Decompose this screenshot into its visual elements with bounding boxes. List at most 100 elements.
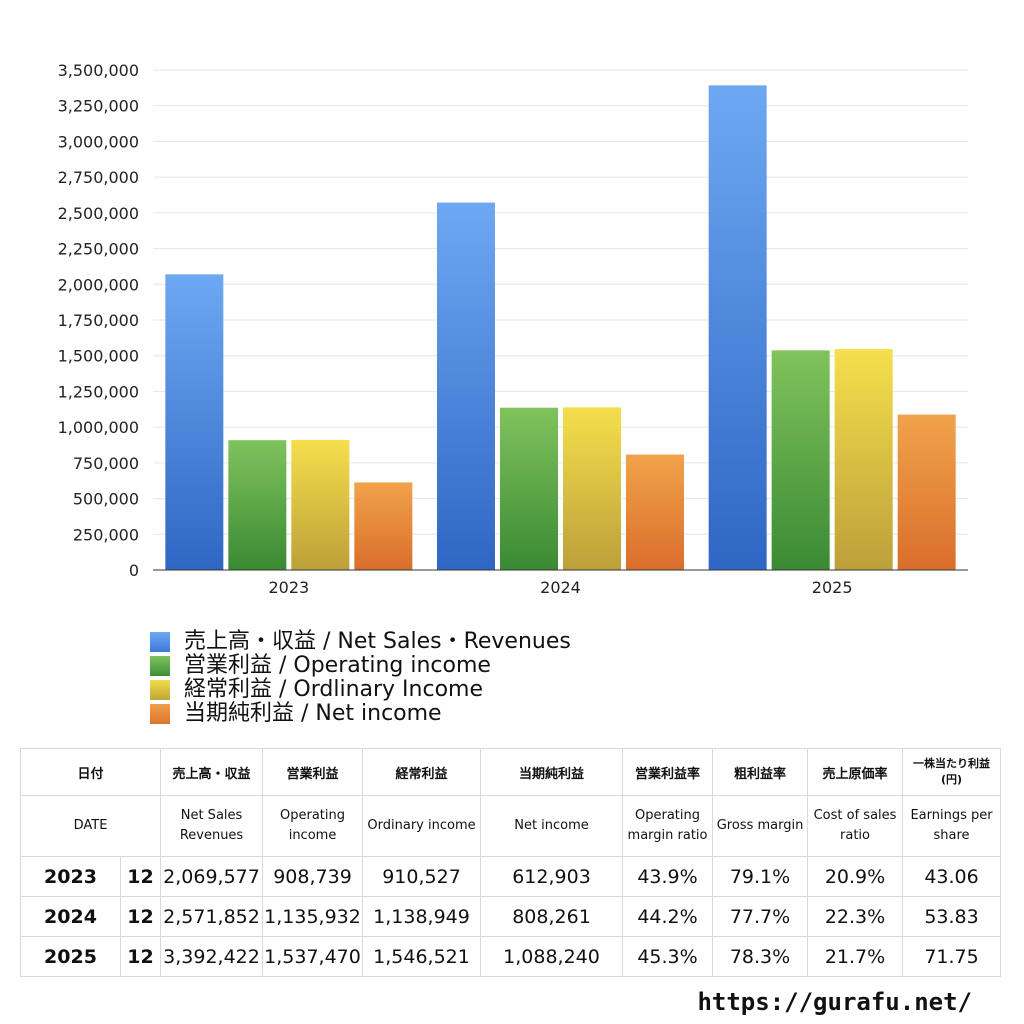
bar-2024-series-1 — [500, 407, 558, 570]
cell-net: 612,903 — [480, 856, 624, 897]
legend-item-net-sales: 売上高・収益 / Net Sales・Revenues — [150, 630, 571, 654]
cell-op-margin: 43.9% — [622, 856, 714, 897]
cell-operating: 908,739 — [262, 856, 364, 897]
table-header-en: DATE Net Sales Revenues Operating income… — [19, 795, 1002, 857]
cell-ordinary: 1,546,521 — [362, 936, 482, 977]
bar-2023-series-0 — [165, 274, 224, 570]
cell-year: 2024 — [20, 896, 121, 937]
x-tick-label: 2024 — [540, 578, 581, 597]
header-sales-en: Net Sales Revenues — [160, 795, 264, 857]
header-eps-ja: 一株当たり利益(円) — [902, 748, 1002, 796]
cell-operating: 1,537,470 — [262, 936, 364, 977]
gridlines — [153, 69, 968, 571]
y-tick-label: 2,250,000 — [58, 240, 139, 259]
cell-month: 12 — [119, 936, 162, 977]
header-net-en: Net income — [480, 795, 624, 857]
y-tick-label: 1,500,000 — [58, 347, 139, 366]
legend-label: 売上高・収益 / Net Sales・Revenues — [184, 629, 571, 654]
source-credit: https://gurafu.net/ — [697, 988, 972, 1016]
legend-swatch-green — [150, 656, 170, 676]
header-operating-en: Operating income — [262, 795, 364, 857]
bar-2025-series-2 — [834, 349, 893, 570]
cell-gross-margin: 77.7% — [712, 896, 809, 937]
y-tick-label: 1,750,000 — [58, 311, 139, 330]
bar-2024-series-2 — [563, 407, 621, 570]
y-tick-label: 750,000 — [73, 454, 139, 473]
x-axis-tick-labels: 2023 2024 2025 — [268, 578, 852, 597]
header-gross-margin-en: Gross margin — [712, 795, 809, 857]
cell-sales: 2,571,852 — [160, 896, 264, 937]
cell-op-margin: 45.3% — [622, 936, 714, 977]
bar-2024-series-0 — [437, 202, 495, 570]
bar-series — [165, 85, 956, 570]
bar-2025-series-1 — [771, 350, 830, 570]
table-header-ja: 日付 売上高・収益 営業利益 経常利益 当期純利益 営業利益率 粗利益率 売上原… — [19, 748, 1002, 796]
bar-2024-series-3 — [626, 454, 684, 570]
y-tick-label: 1,250,000 — [58, 382, 139, 401]
legend-item-ordinary-income: 経常利益 / Ordlinary Income — [150, 678, 571, 702]
bar-2023-series-1 — [228, 440, 287, 570]
header-ordinary-en: Ordinary income — [362, 795, 482, 857]
legend-item-net-income: 当期純利益 / Net income — [150, 702, 571, 726]
header-date-en: DATE — [19, 795, 162, 857]
legend-swatch-yellow — [150, 680, 170, 700]
chart-legend: 売上高・収益 / Net Sales・Revenues 営業利益 / Opera… — [150, 630, 571, 726]
header-operating-ja: 営業利益 — [262, 748, 364, 796]
header-date-ja: 日付 — [19, 748, 162, 796]
y-tick-label: 3,000,000 — [58, 132, 139, 151]
header-op-margin-en: Operating margin ratio — [622, 795, 714, 857]
header-cost-ratio-en: Cost of sales ratio — [807, 795, 904, 857]
table-row: 2025 12 3,392,422 1,537,470 1,546,521 1,… — [20, 936, 1002, 977]
legend-swatch-orange — [150, 704, 170, 724]
cell-ordinary: 1,138,949 — [362, 896, 482, 937]
cell-net: 808,261 — [480, 896, 624, 937]
table-row: 2023 12 2,069,577 908,739 910,527 612,90… — [20, 856, 1002, 897]
x-tick-label: 2023 — [268, 578, 309, 597]
cell-cost-ratio: 20.9% — [807, 856, 904, 897]
legend-label: 経常利益 / Ordlinary Income — [184, 677, 483, 702]
cell-eps: 53.83 — [902, 896, 1002, 937]
legend-item-operating-income: 営業利益 / Operating income — [150, 654, 571, 678]
legend-swatch-blue — [150, 632, 170, 652]
y-tick-label: 2,000,000 — [58, 275, 139, 294]
legend-label: 当期純利益 / Net income — [184, 701, 442, 726]
y-tick-label: 2,750,000 — [58, 168, 139, 187]
bar-2023-series-3 — [354, 482, 413, 570]
bar-2025-series-3 — [897, 414, 956, 570]
cell-year: 2025 — [20, 936, 121, 977]
cell-gross-margin: 78.3% — [712, 936, 809, 977]
y-tick-label: 0 — [129, 561, 139, 580]
header-op-margin-ja: 営業利益率 — [622, 748, 714, 796]
cell-year: 2023 — [20, 856, 121, 897]
y-tick-label: 1,000,000 — [58, 418, 139, 437]
y-axis-tick-labels: 0 250,000 500,000 750,000 1,000,000 1,250,000… — [58, 61, 139, 580]
header-sales-ja: 売上高・収益 — [160, 748, 264, 796]
cell-net: 1,088,240 — [480, 936, 624, 977]
header-ordinary-ja: 経常利益 — [362, 748, 482, 796]
financial-table: 日付 売上高・収益 営業利益 経常利益 当期純利益 営業利益率 粗利益率 売上原… — [19, 748, 1002, 977]
header-cost-ratio-ja: 売上原価率 — [807, 748, 904, 796]
bar-2023-series-2 — [291, 439, 350, 570]
x-tick-label: 2025 — [812, 578, 853, 597]
cell-operating: 1,135,932 — [262, 896, 364, 937]
cell-gross-margin: 79.1% — [712, 856, 809, 897]
bar-2025-series-0 — [708, 85, 767, 570]
table-row: 2024 12 2,571,852 1,135,932 1,138,949 80… — [20, 896, 1002, 937]
cell-ordinary: 910,527 — [362, 856, 482, 897]
cell-sales: 3,392,422 — [160, 936, 264, 977]
cell-cost-ratio: 22.3% — [807, 896, 904, 937]
cell-month: 12 — [119, 856, 162, 897]
legend-label: 営業利益 / Operating income — [184, 653, 491, 678]
cell-eps: 43.06 — [902, 856, 1002, 897]
cell-eps: 71.75 — [902, 936, 1002, 977]
y-tick-label: 250,000 — [73, 525, 139, 544]
y-tick-label: 2,500,000 — [58, 204, 139, 223]
header-eps-en: Earnings per share — [902, 795, 1002, 857]
cell-op-margin: 44.2% — [622, 896, 714, 937]
y-tick-label: 3,250,000 — [58, 97, 139, 116]
y-tick-label: 3,500,000 — [58, 61, 139, 80]
header-gross-margin-ja: 粗利益率 — [712, 748, 809, 796]
header-net-ja: 当期純利益 — [480, 748, 624, 796]
cell-month: 12 — [119, 896, 162, 937]
y-tick-label: 500,000 — [73, 490, 139, 509]
